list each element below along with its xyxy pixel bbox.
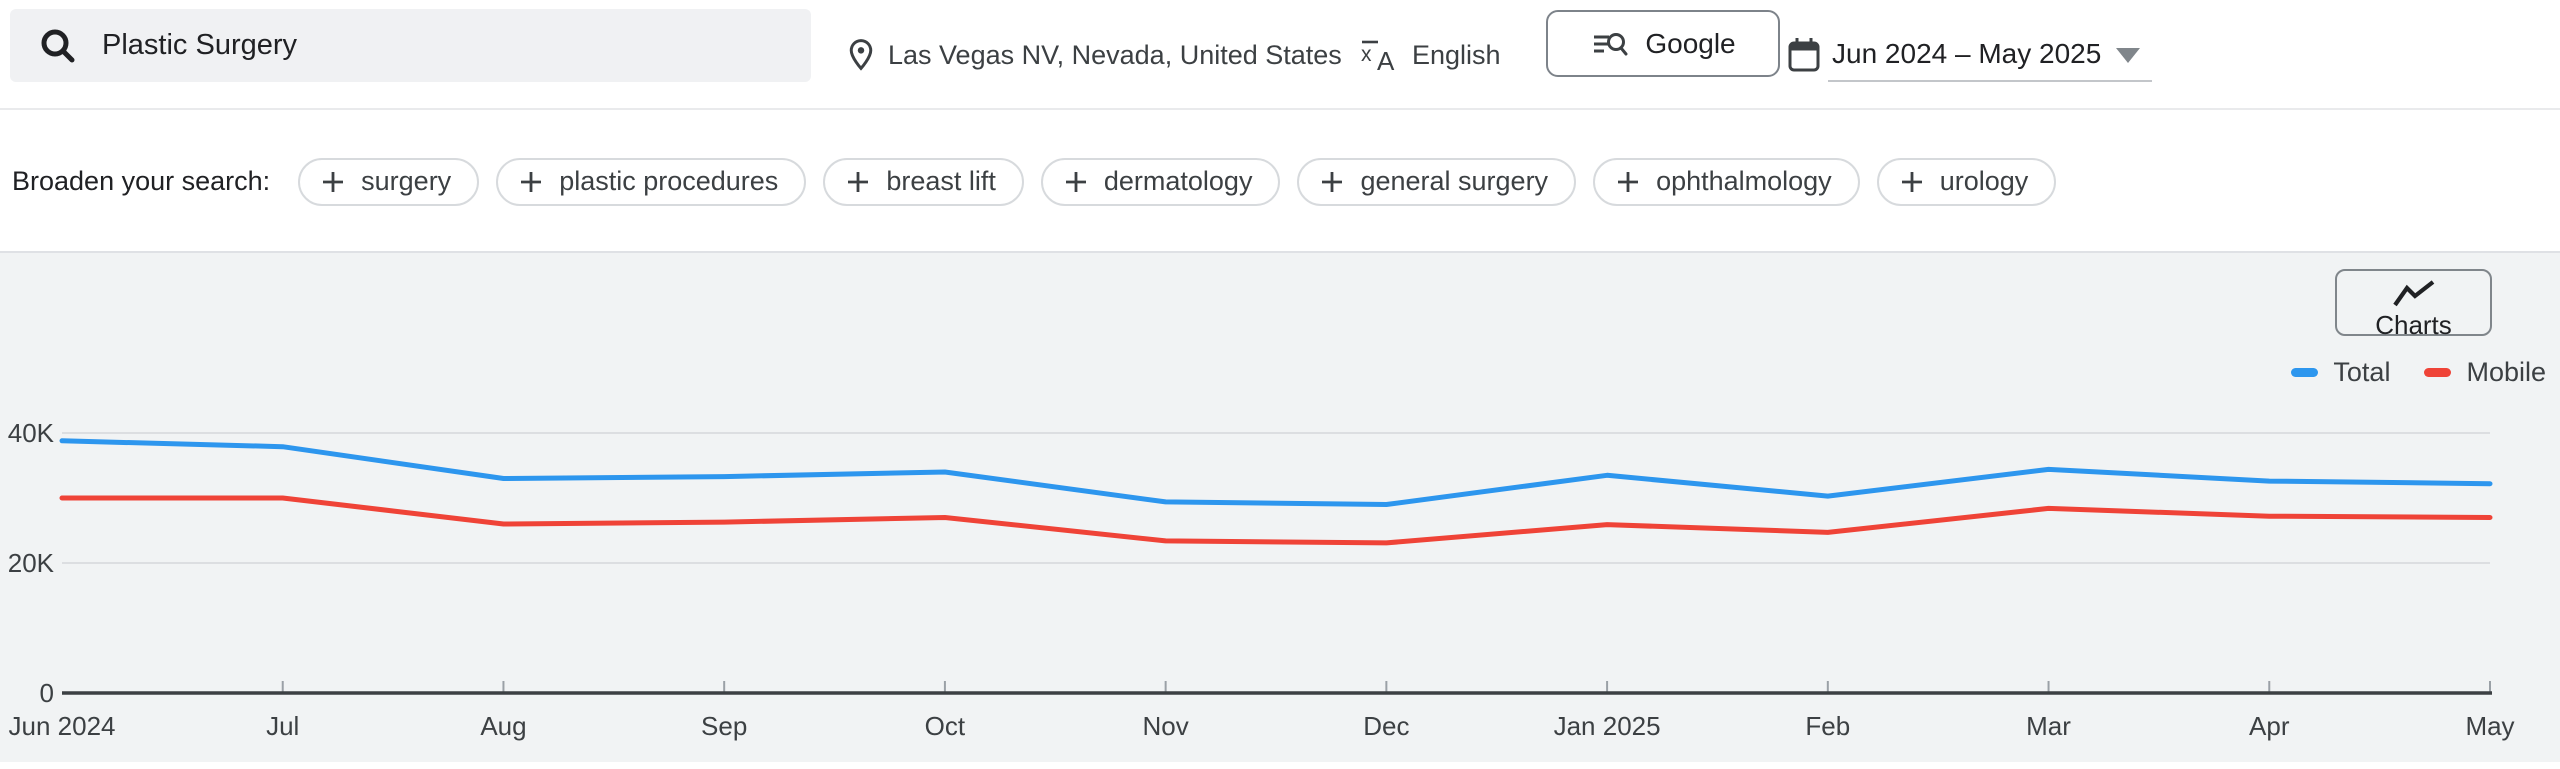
broaden-chip-dermatology[interactable]: dermatology (1040, 157, 1281, 206)
chip-label: breast lift (886, 166, 996, 196)
language-label: English (1412, 39, 1501, 70)
line-chart-icon (2391, 279, 2437, 309)
x-axis-tick-label: Apr (2249, 711, 2290, 741)
top-bar: Plastic Surgery Las Vegas NV, Nevada, Un… (0, 0, 2560, 110)
chart-panel: 40K 20K 0 Jun 2024 Jul Aug Sep Oct Nov Dec Jan 202… (0, 253, 2560, 762)
chip-label: surgery (361, 166, 452, 196)
broaden-chips: surgery plastic procedures breast lift derm… (298, 157, 2057, 206)
chevron-down-icon (2116, 48, 2140, 63)
chart-legend: Total Mobile (2291, 357, 2546, 388)
engine-label: Google (1645, 27, 1736, 59)
calendar-icon (1786, 36, 1822, 74)
svg-text:A: A (1377, 46, 1395, 74)
x-axis-tick-label: Dec (1363, 711, 1409, 741)
legend-series-name: Total (2333, 357, 2391, 387)
y-axis-tick-label: 40K (8, 418, 55, 448)
translate-icon: x A (1358, 36, 1400, 74)
search-query-text: Plastic Surgery (102, 29, 298, 61)
legend-color-dash (2291, 368, 2319, 377)
x-axis-tick-label: Mar (2026, 711, 2071, 741)
y-axis-tick-label: 20K (8, 548, 55, 578)
x-axis-tick-label: Aug (480, 711, 526, 741)
plus-icon (1615, 169, 1641, 195)
legend-item-total[interactable]: Total (2291, 357, 2390, 388)
plus-icon (1319, 169, 1345, 195)
location-label: Las Vegas NV, Nevada, United States (888, 39, 1342, 70)
charts-button-label: Charts (2375, 310, 2452, 340)
chip-label: ophthalmology (1656, 166, 1832, 196)
search-engine-button[interactable]: Google (1546, 10, 1780, 77)
x-axis-tick-label: Jul (266, 711, 299, 741)
location-selector[interactable]: Las Vegas NV, Nevada, United States (846, 0, 1342, 110)
plus-icon (518, 169, 544, 195)
broaden-chip-breast-lift[interactable]: breast lift (823, 157, 1024, 206)
bottom-margin (0, 762, 2560, 769)
svg-text:x: x (1361, 43, 1372, 66)
plus-icon (845, 169, 871, 195)
date-range-value: Jun 2024 – May 2025 (1832, 38, 2102, 69)
broaden-chip-general-surgery[interactable]: general surgery (1297, 157, 1577, 206)
x-axis-tick-label: Oct (925, 711, 966, 741)
engine-search-icon (1590, 27, 1630, 61)
legend-series-name: Mobile (2466, 357, 2546, 387)
charts-button[interactable]: Charts (2335, 269, 2492, 340)
x-axis-tick-label: Sep (701, 711, 747, 741)
search-input[interactable]: Plastic Surgery (10, 9, 811, 82)
legend-color-dash (2424, 368, 2452, 377)
y-axis-tick-label: 0 (40, 678, 54, 708)
plus-icon (320, 169, 346, 195)
plus-icon (1063, 169, 1089, 195)
location-pin-icon (846, 38, 876, 72)
date-range-group: Jun 2024 – May 2025 (1786, 0, 2152, 110)
x-axis-tick-label: Jun 2024 (9, 711, 116, 741)
date-range-select[interactable]: Jun 2024 – May 2025 (1828, 28, 2152, 82)
x-axis-tick-label: Nov (1143, 711, 1189, 741)
chip-label: urology (1939, 166, 2029, 196)
broaden-chip-plastic-procedures[interactable]: plastic procedures (496, 157, 807, 206)
x-axis-tick-label: Feb (1805, 711, 1850, 741)
chip-label: general surgery (1360, 166, 1549, 196)
x-axis-tick-label: May (2465, 711, 2514, 741)
broaden-label: Broaden your search: (12, 166, 271, 196)
chip-label: plastic procedures (559, 166, 779, 196)
plus-icon (1899, 169, 1925, 195)
broaden-search-row: Broaden your search: surgery plastic proc… (0, 112, 2560, 253)
broaden-chip-ophthalmology[interactable]: ophthalmology (1593, 157, 1860, 206)
series-line-total (59, 438, 2493, 507)
broaden-chip-surgery[interactable]: surgery (298, 157, 480, 206)
series-line-mobile (59, 495, 2493, 546)
legend-item-mobile[interactable]: Mobile (2424, 357, 2546, 388)
broaden-chip-urology[interactable]: urology (1876, 157, 2057, 206)
search-icon (38, 26, 78, 66)
language-selector[interactable]: x A English (1358, 0, 1501, 110)
x-axis-tick-label: Jan 2025 (1554, 711, 1661, 741)
chip-label: dermatology (1103, 166, 1253, 196)
